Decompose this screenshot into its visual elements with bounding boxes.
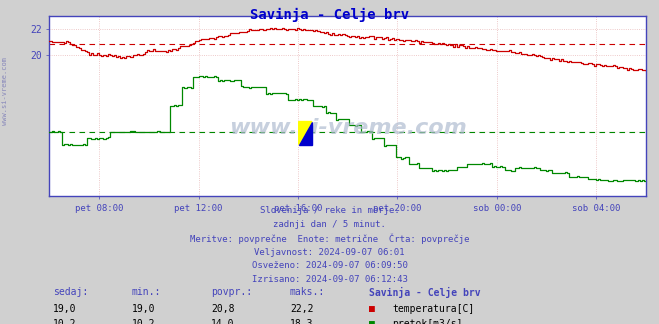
Text: zadnji dan / 5 minut.: zadnji dan / 5 minut. xyxy=(273,220,386,229)
Text: Meritve: povprečne  Enote: metrične  Črta: povprečje: Meritve: povprečne Enote: metrične Črta:… xyxy=(190,234,469,244)
Text: www.si-vreme.com: www.si-vreme.com xyxy=(229,118,467,138)
Text: Savinja - Celje brv: Savinja - Celje brv xyxy=(369,287,480,298)
Text: maks.:: maks.: xyxy=(290,287,325,297)
Text: pretok[m3/s]: pretok[m3/s] xyxy=(392,319,463,324)
Text: Savinja - Celje brv: Savinja - Celje brv xyxy=(250,8,409,22)
Text: 20,8: 20,8 xyxy=(211,304,235,314)
Text: 22,2: 22,2 xyxy=(290,304,314,314)
Text: Izrisano: 2024-09-07 06:12:43: Izrisano: 2024-09-07 06:12:43 xyxy=(252,275,407,284)
Text: 10,2: 10,2 xyxy=(132,319,156,324)
Polygon shape xyxy=(299,122,312,145)
Text: povpr.:: povpr.: xyxy=(211,287,252,297)
Text: sedaj:: sedaj: xyxy=(53,287,88,297)
Text: ■: ■ xyxy=(369,304,375,314)
Text: 19,0: 19,0 xyxy=(132,304,156,314)
Text: Veljavnost: 2024-09-07 06:01: Veljavnost: 2024-09-07 06:01 xyxy=(254,248,405,257)
Text: temperatura[C]: temperatura[C] xyxy=(392,304,474,314)
Text: Slovenija / reke in morje.: Slovenija / reke in morje. xyxy=(260,206,399,215)
Text: 18,3: 18,3 xyxy=(290,319,314,324)
Polygon shape xyxy=(299,122,312,145)
Text: www.si-vreme.com: www.si-vreme.com xyxy=(2,57,9,125)
Text: 14,0: 14,0 xyxy=(211,319,235,324)
Text: 10,2: 10,2 xyxy=(53,319,76,324)
Text: Osveženo: 2024-09-07 06:09:50: Osveženo: 2024-09-07 06:09:50 xyxy=(252,261,407,271)
Text: 19,0: 19,0 xyxy=(53,304,76,314)
Text: ■: ■ xyxy=(369,319,375,324)
Text: min.:: min.: xyxy=(132,287,161,297)
